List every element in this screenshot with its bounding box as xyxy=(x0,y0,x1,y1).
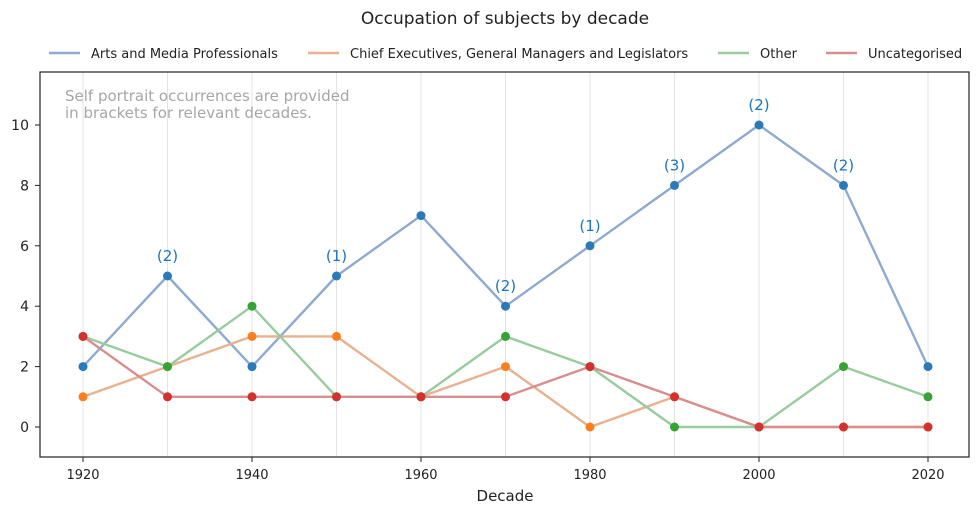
data-point xyxy=(670,180,679,190)
data-point xyxy=(585,241,595,251)
x-tick-label: 2020 xyxy=(911,468,944,483)
data-point xyxy=(78,362,88,372)
grid-lines xyxy=(82,72,929,457)
data-point xyxy=(247,331,257,341)
data-point xyxy=(332,331,341,341)
annotation-label: (2) xyxy=(748,96,769,114)
data-point xyxy=(585,362,595,372)
data-point xyxy=(332,271,341,281)
data-point xyxy=(839,362,848,372)
data-point xyxy=(163,392,172,402)
y-axis: 0 2 4 6 8 10 xyxy=(11,118,40,436)
data-point xyxy=(923,392,933,402)
note-line: in brackets for relevant decades. xyxy=(65,104,312,122)
annotation-label: (2) xyxy=(495,277,516,295)
data-point xyxy=(501,392,510,402)
data-point xyxy=(163,362,172,372)
data-point xyxy=(163,271,172,281)
chart-title: Occupation of subjects by decade xyxy=(361,9,649,29)
data-point xyxy=(670,392,679,402)
data-point xyxy=(416,211,426,221)
data-point xyxy=(501,331,510,341)
x-axis: 1920 1940 1960 1980 2000 2020 xyxy=(66,457,945,483)
legend-label: Arts and Media Professionals xyxy=(91,47,278,62)
plot-frame xyxy=(39,71,970,458)
legend-label: Chief Executives, General Managers and L… xyxy=(350,47,688,62)
y-tick-label: 8 xyxy=(20,178,29,194)
x-axis-label: Decade xyxy=(477,487,534,505)
data-point xyxy=(247,362,257,372)
self-portrait-note: Self portrait occurrences are providedin… xyxy=(65,87,349,122)
data-point xyxy=(923,362,933,372)
data-point xyxy=(839,180,848,190)
annotations-group: (2) (1) (2) (1) (3) (2) (2) xyxy=(157,96,854,295)
y-tick-label: 10 xyxy=(11,118,29,134)
data-point xyxy=(416,392,426,402)
annotation-label: (1) xyxy=(326,247,347,265)
y-tick-label: 4 xyxy=(20,299,29,315)
x-tick-label: 1960 xyxy=(404,468,437,483)
data-point xyxy=(923,422,933,432)
legend-label: Other xyxy=(760,47,798,62)
note-line: Self portrait occurrences are provided xyxy=(65,87,349,105)
annotation-label: (1) xyxy=(579,217,600,235)
x-tick-label: 1940 xyxy=(235,468,268,483)
y-tick-label: 0 xyxy=(20,420,29,436)
x-tick-label: 2000 xyxy=(742,468,775,483)
annotation-label: (2) xyxy=(833,156,854,174)
legend: Arts and Media Professionals Chief Execut… xyxy=(49,47,962,62)
data-point xyxy=(754,422,764,432)
annotation-label: (3) xyxy=(664,156,685,174)
x-tick-label: 1980 xyxy=(573,468,606,483)
y-tick-label: 2 xyxy=(20,360,29,376)
data-point xyxy=(501,362,510,372)
x-tick-label: 1920 xyxy=(66,468,99,483)
data-point xyxy=(247,392,257,402)
data-point xyxy=(501,301,510,311)
data-point xyxy=(78,331,88,341)
data-point xyxy=(839,422,848,432)
data-point xyxy=(754,120,764,130)
data-point xyxy=(332,392,341,402)
data-point xyxy=(585,422,595,432)
data-point xyxy=(670,422,679,432)
series-group xyxy=(78,120,933,432)
data-point xyxy=(78,392,88,402)
data-point xyxy=(247,301,257,311)
legend-label: Uncategorised xyxy=(868,47,962,62)
annotation-label: (2) xyxy=(157,247,178,265)
y-tick-label: 6 xyxy=(20,239,29,255)
